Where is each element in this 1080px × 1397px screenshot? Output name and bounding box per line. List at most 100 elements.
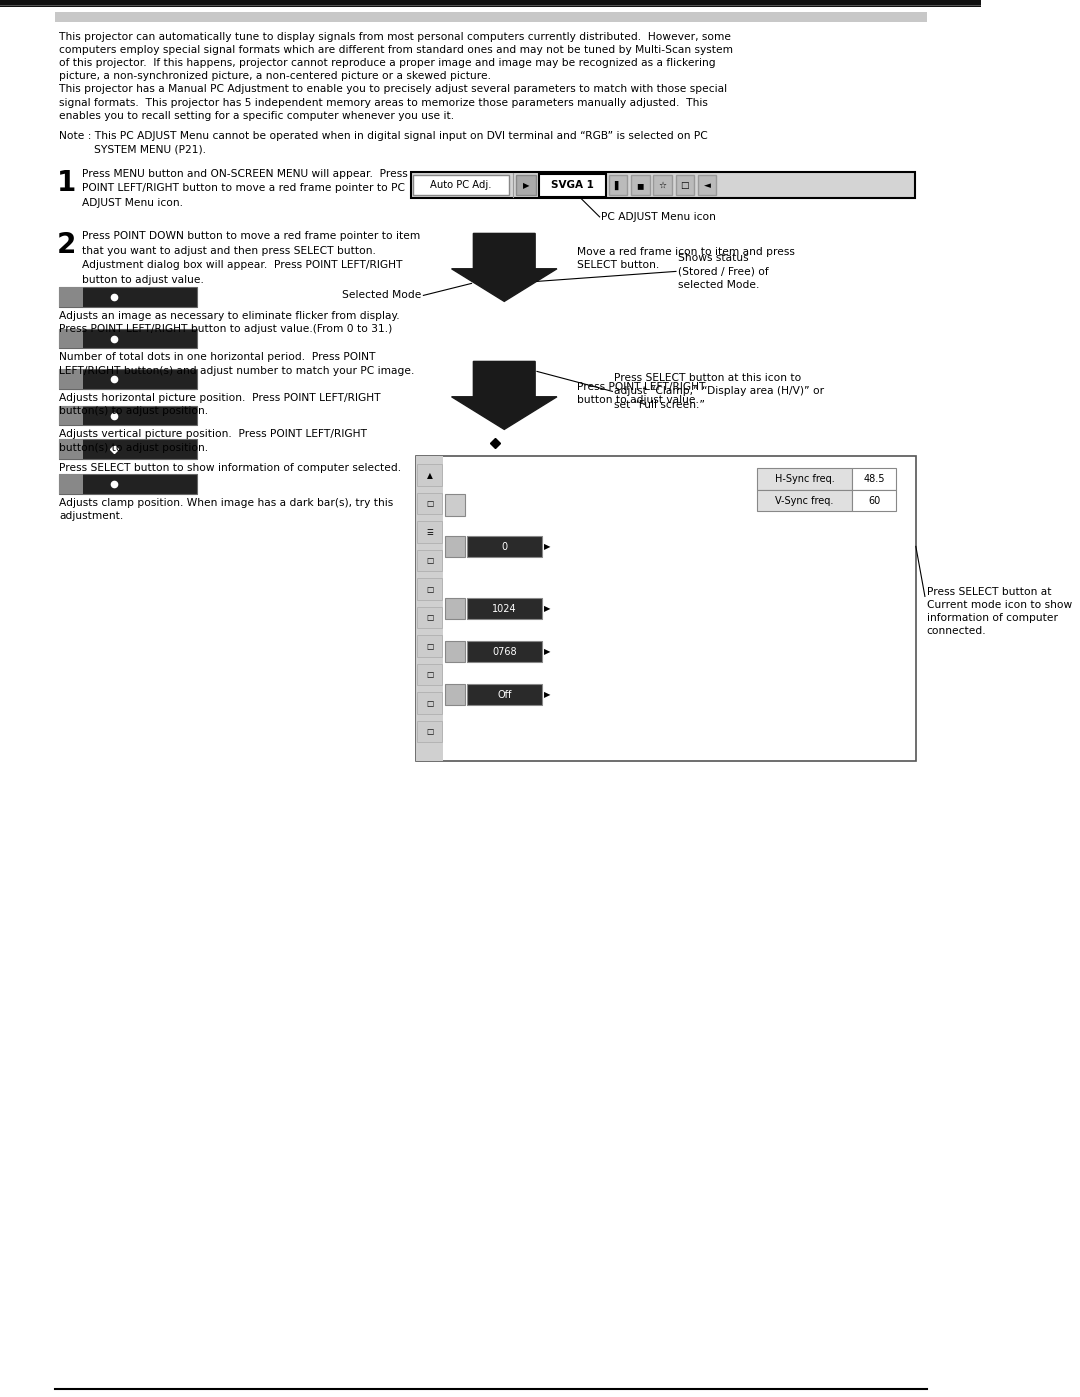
Text: □: □ [426,499,433,509]
Bar [418,578,442,599]
Text: computers employ special signal formats which are different from standard ones a: computers employ special signal formats … [59,45,733,54]
Bar [59,440,83,458]
Text: ◄: ◄ [704,180,711,190]
Text: This projector has a Manual PC Adjustment to enable you to precisely adjust seve: This projector has a Manual PC Adjustmen… [59,84,727,95]
Text: 60: 60 [868,496,880,506]
Text: Move a red frame icon to item and press
SELECT button.: Move a red frame icon to item and press … [577,247,795,270]
Bar [54,13,927,21]
Bar [852,468,895,490]
Text: □: □ [426,641,433,651]
Bar [698,175,716,196]
Text: 48.5: 48.5 [863,474,885,485]
Bar [467,536,541,557]
Bar [418,606,442,629]
Polygon shape [451,362,557,429]
Bar [852,490,895,511]
Bar [631,175,650,196]
Bar [539,173,606,197]
Bar [653,175,672,196]
Bar [59,369,83,388]
Bar [445,536,465,557]
Bar [59,328,198,348]
Bar [467,685,541,705]
Text: SYSTEM MENU (P21).: SYSTEM MENU (P21). [94,145,205,155]
Text: Press POINT DOWN button to move a red frame pointer to item
that you want to adj: Press POINT DOWN button to move a red fr… [82,232,420,285]
Text: Press SELECT button at
Current mode icon to show
information of computer
connect: Press SELECT button at Current mode icon… [927,587,1072,636]
Text: □: □ [426,698,433,708]
Bar [59,328,83,348]
Bar [418,521,442,543]
Polygon shape [451,233,557,302]
Text: SVGA 1: SVGA 1 [551,180,594,190]
Text: ▶: ▶ [544,690,551,700]
Bar [59,475,198,495]
Text: V-Sync freq.: V-Sync freq. [775,496,834,506]
Bar [757,490,852,511]
Text: ☆: ☆ [659,180,666,190]
Bar [59,407,198,426]
Text: ▌: ▌ [615,180,621,190]
Text: 1: 1 [57,169,77,197]
Bar [445,495,464,517]
Text: H-Sync freq.: H-Sync freq. [774,474,835,485]
Bar [418,721,442,742]
Text: 0768: 0768 [492,647,516,657]
Bar [59,288,83,307]
Bar [59,440,198,458]
Text: □: □ [426,728,433,736]
Bar [467,598,541,619]
Bar [418,693,442,714]
Text: Off: Off [497,690,512,700]
Text: of this projector.  If this happens, projector cannot reproduce a proper image a: of this projector. If this happens, proj… [59,57,716,68]
Bar [445,685,465,705]
Text: ◼: ◼ [636,180,644,190]
Text: PC ADJUST Menu icon: PC ADJUST Menu icon [602,212,716,222]
Text: ▶: ▶ [523,180,529,190]
Text: □: □ [426,585,433,594]
Text: Note : This PC ADJUST Menu cannot be operated when in digital signal input on DV: Note : This PC ADJUST Menu cannot be ope… [59,131,707,141]
Bar [418,664,442,686]
Text: 1024: 1024 [492,604,516,613]
Bar [0,0,982,4]
Bar [418,636,442,657]
Bar [416,457,916,761]
Bar [418,464,442,486]
Text: Press MENU button and ON-SCREEN MENU will appear.  Press
POINT LEFT/RIGHT button: Press MENU button and ON-SCREEN MENU wil… [82,169,407,208]
Text: Number of total dots in one horizontal period.  Press POINT
LEFT/RIGHT button(s): Number of total dots in one horizontal p… [59,352,415,376]
Bar [0,3,982,7]
Bar [59,475,83,495]
Bar [467,641,541,662]
Bar [414,175,509,196]
Bar [410,172,915,198]
Text: ▶: ▶ [544,542,551,552]
Text: □: □ [426,613,433,622]
Bar [418,550,442,571]
Text: □: □ [426,671,433,679]
Text: Adjusts an image as necessary to eliminate flicker from display.
Press POINT LEF: Adjusts an image as necessary to elimina… [59,312,400,334]
Text: signal formats.  This projector has 5 independent memory areas to memorize those: signal formats. This projector has 5 ind… [59,98,707,108]
Text: Press SELECT button at this icon to
adjust “Clamp,” “Display area (H/V)” or
set : Press SELECT button at this icon to adju… [615,373,824,409]
Text: Press POINT LEFT/RIGHT
button to adjust value.: Press POINT LEFT/RIGHT button to adjust … [577,381,705,405]
Text: Adjusts horizontal picture position.  Press POINT LEFT/RIGHT
button(s) to adjust: Adjusts horizontal picture position. Pre… [59,393,380,416]
Text: ▶: ▶ [544,647,551,657]
Text: picture, a non-synchronized picture, a non-centered picture or a skewed picture.: picture, a non-synchronized picture, a n… [59,71,491,81]
Text: 2: 2 [57,232,77,260]
Bar [59,369,198,388]
Text: 0: 0 [501,542,508,552]
Text: ▶: ▶ [544,604,551,613]
Text: ▲: ▲ [427,471,432,479]
Bar [609,175,627,196]
Text: Adjusts clamp position. When image has a dark bar(s), try this
adjustment.: Adjusts clamp position. When image has a… [59,497,393,521]
Text: Selected Mode: Selected Mode [342,291,421,300]
Text: ☰: ☰ [427,528,433,536]
Text: □: □ [680,180,689,190]
Bar [757,468,852,490]
Bar [445,598,465,619]
Bar [59,407,83,426]
Text: This projector can automatically tune to display signals from most personal comp: This projector can automatically tune to… [59,32,731,42]
Text: Auto PC Adj.: Auto PC Adj. [430,180,491,190]
Bar [418,493,442,514]
Text: Press SELECT button to show information of computer selected.: Press SELECT button to show information … [59,462,401,474]
Text: Adjusts vertical picture position.  Press POINT LEFT/RIGHT
button(s) to adjust p: Adjusts vertical picture position. Press… [59,429,367,453]
Text: enables you to recall setting for a specific computer whenever you use it.: enables you to recall setting for a spec… [59,110,455,120]
